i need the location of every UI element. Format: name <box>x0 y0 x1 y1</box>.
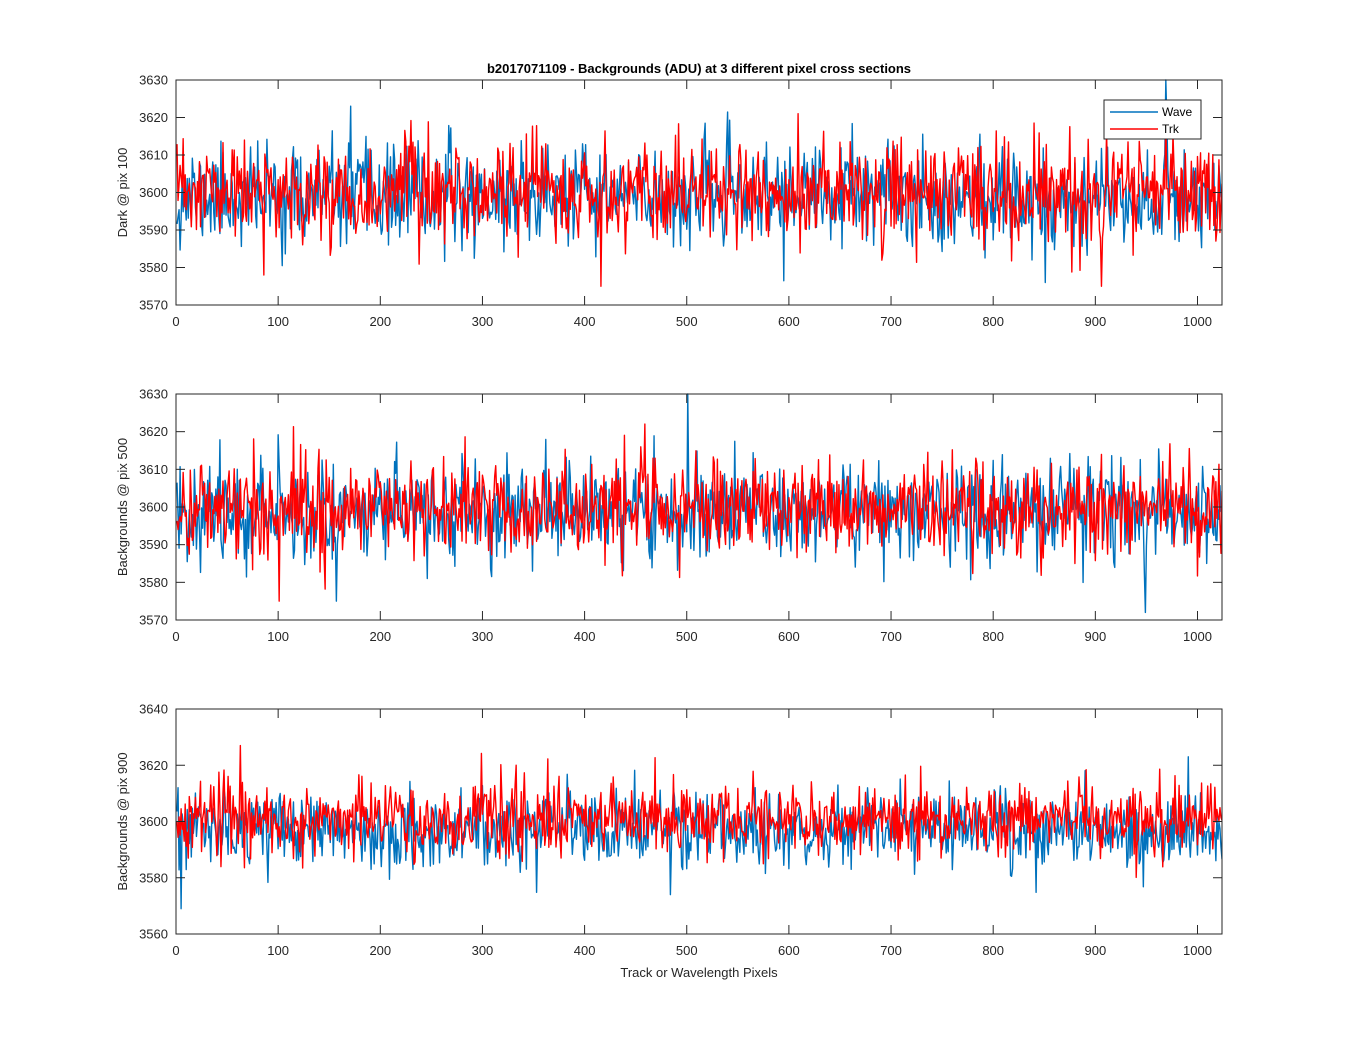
panel-backgrounds-pix-500: 0 100 200 300 400 500 600 700 800 900 1000 3570 3580… <box>115 387 1223 644</box>
y-tick-label: 3620 <box>139 424 168 439</box>
y-tick-label: 3590 <box>139 223 168 238</box>
x-tick-label: 200 <box>369 629 391 644</box>
y-tick-label: 3590 <box>139 537 168 552</box>
x-tick-label: 900 <box>1084 943 1106 958</box>
y-tick-label: 3640 <box>139 702 168 717</box>
x-tick-label: 600 <box>778 943 800 958</box>
x-axis-label: Track or Wavelength Pixels <box>620 965 778 980</box>
x-tick-label: 500 <box>676 943 698 958</box>
x-tick-label: 800 <box>982 943 1004 958</box>
x-tick-label: 900 <box>1084 314 1106 329</box>
x-tick-label: 200 <box>369 943 391 958</box>
y-tick-label: 3580 <box>139 260 168 275</box>
series-line-trk <box>176 113 1222 287</box>
y-tick-label: 3630 <box>139 387 168 402</box>
y-tick-label: 3600 <box>139 814 168 829</box>
legend-label-trk: Trk <box>1162 122 1180 136</box>
x-tick-label: 100 <box>267 629 289 644</box>
x-tick-label: 200 <box>369 314 391 329</box>
legend-box <box>1103 99 1202 140</box>
y-tick-label: 3630 <box>139 73 168 88</box>
x-tick-label: 700 <box>880 629 902 644</box>
y-tick-label: 3620 <box>139 110 168 125</box>
legend: Wave Trk <box>1103 99 1202 140</box>
x-tick-label: 900 <box>1084 629 1106 644</box>
x-tick-label: 600 <box>778 629 800 644</box>
x-tick-label: 0 <box>172 629 179 644</box>
x-tick-label: 600 <box>778 314 800 329</box>
x-tick-label: 100 <box>267 943 289 958</box>
x-tick-label: 1000 <box>1183 314 1212 329</box>
y-axis-label: Dark @ pix 100 <box>115 148 130 238</box>
x-tick-label: 0 <box>172 314 179 329</box>
x-tick-label: 300 <box>472 314 494 329</box>
legend-label-wave: Wave <box>1162 105 1193 119</box>
chart-title: b2017071109 - Backgrounds (ADU) at 3 dif… <box>487 61 911 76</box>
y-tick-label: 3580 <box>139 870 168 885</box>
y-tick-label: 3600 <box>139 185 168 200</box>
x-tick-label: 700 <box>880 943 902 958</box>
x-tick-label: 400 <box>574 943 596 958</box>
y-tick-label: 3600 <box>139 500 168 515</box>
y-tick-label: 3570 <box>139 613 168 628</box>
y-axis-label: Backgrounds @ pix 900 <box>115 752 130 890</box>
x-tick-label: 300 <box>472 943 494 958</box>
panel-backgrounds-pix-900: 0 100 200 300 400 500 600 700 800 900 1000 3560 3580… <box>115 702 1223 958</box>
y-tick-label: 3580 <box>139 575 168 590</box>
x-tick-label: 1000 <box>1183 629 1212 644</box>
x-tick-label: 100 <box>267 314 289 329</box>
series-line-trk <box>176 744 1222 879</box>
y-tick-label: 3610 <box>139 462 168 477</box>
y-axis-label: Backgrounds @ pix 500 <box>115 438 130 576</box>
x-tick-label: 500 <box>676 629 698 644</box>
y-tick-label: 3570 <box>139 298 168 313</box>
x-tick-label: 800 <box>982 629 1004 644</box>
x-tick-label: 400 <box>574 629 596 644</box>
x-tick-label: 300 <box>472 629 494 644</box>
x-tick-label: 400 <box>574 314 596 329</box>
x-tick-label: 0 <box>172 943 179 958</box>
x-tick-label: 500 <box>676 314 698 329</box>
y-tick-label: 3620 <box>139 758 168 773</box>
panel-dark-pix-100: 0 100 200 300 400 500 600 700 800 900 1000 3570 3580… <box>115 73 1223 329</box>
x-tick-label: 1000 <box>1183 943 1212 958</box>
x-tick-label: 800 <box>982 314 1004 329</box>
y-tick-label: 3560 <box>139 927 168 942</box>
series-line-trk <box>176 423 1222 602</box>
x-tick-label: 700 <box>880 314 902 329</box>
y-tick-label: 3610 <box>139 148 168 163</box>
